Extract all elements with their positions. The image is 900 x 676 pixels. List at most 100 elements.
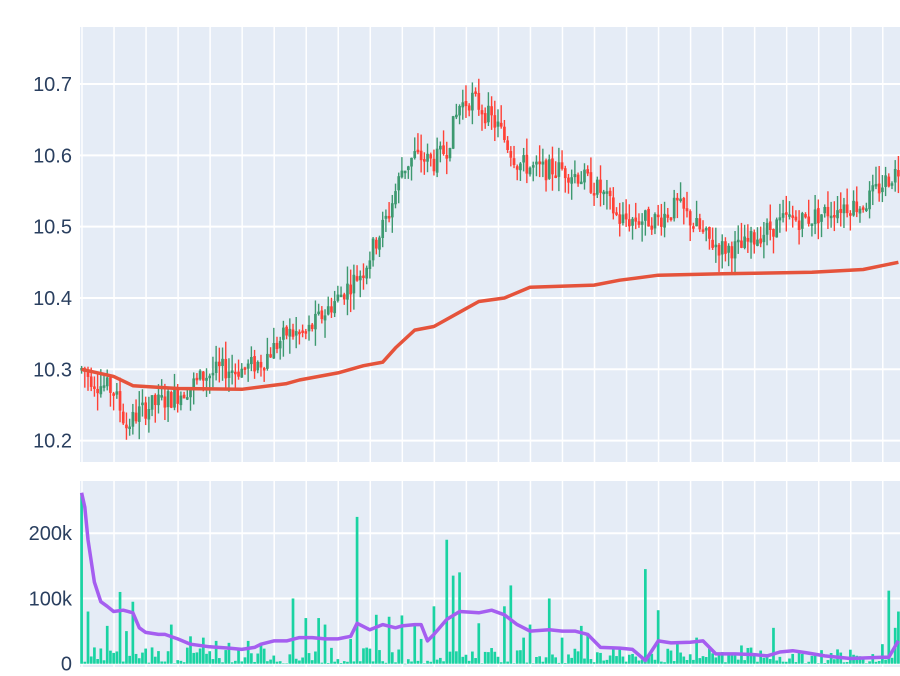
candle-body <box>371 238 375 261</box>
candle-body <box>166 391 170 408</box>
volume-bar <box>310 660 314 664</box>
candle-body <box>576 174 580 184</box>
candle-body <box>362 275 365 279</box>
candle-body <box>477 92 481 110</box>
volume-bar <box>816 663 820 664</box>
volume-bar <box>560 637 564 664</box>
volume-bar <box>169 624 173 664</box>
candle-body <box>595 179 599 195</box>
volume-bar <box>567 654 570 664</box>
volume-bar <box>743 660 746 664</box>
candle-body <box>192 378 196 388</box>
candle-body <box>756 239 759 246</box>
candle-body <box>387 215 391 219</box>
volume-bar <box>525 662 529 664</box>
volume-bar <box>672 661 676 664</box>
candle-body <box>394 191 397 205</box>
volume-bar <box>461 656 465 664</box>
candle-body <box>381 219 385 239</box>
candle-body <box>868 190 871 210</box>
volume-bar <box>496 656 500 664</box>
volume-bar <box>477 623 481 664</box>
candle-body <box>730 246 734 259</box>
candle-body <box>208 375 212 379</box>
volume-bar <box>631 653 634 664</box>
volume-bar <box>230 662 234 664</box>
candle-body <box>93 386 96 389</box>
candle-body <box>778 217 782 221</box>
candle-body <box>458 105 461 116</box>
candle-body <box>333 301 336 314</box>
candle-body <box>141 402 144 406</box>
volume-bar <box>320 662 324 664</box>
volume-bar <box>112 652 115 664</box>
candle-body <box>384 215 388 219</box>
volume-bar <box>96 659 99 664</box>
volume-bar <box>390 652 394 664</box>
candle-body <box>861 207 865 210</box>
volume-bar <box>240 661 244 664</box>
candle-body <box>105 377 109 387</box>
volume-bar <box>656 610 660 664</box>
candle-body <box>205 377 208 381</box>
volume-bar <box>93 647 96 664</box>
candle-body <box>512 158 516 166</box>
volume-bar <box>611 647 615 664</box>
candle-body <box>346 283 349 300</box>
candle-body <box>522 155 525 163</box>
volume-bar <box>784 661 788 664</box>
candle-body <box>461 102 465 108</box>
candle-body <box>826 206 830 217</box>
candle-body <box>503 126 506 140</box>
candle-body <box>855 201 859 213</box>
volume-bar <box>250 653 253 664</box>
candle-body <box>653 214 657 229</box>
volume-bar <box>400 615 404 664</box>
volume-bar <box>711 653 714 664</box>
volume-bar <box>349 638 353 664</box>
candle-body <box>115 391 119 395</box>
volume-bar <box>416 660 420 664</box>
volume-bar <box>874 661 878 664</box>
volume-bar <box>137 658 141 664</box>
candle-body <box>422 159 426 162</box>
candle-body <box>733 241 737 259</box>
candle-body <box>823 206 827 214</box>
volume-bar <box>336 659 340 664</box>
candle-body <box>189 387 192 398</box>
volume-bar <box>394 662 397 664</box>
candle-body <box>416 149 420 153</box>
candle-body <box>627 219 631 227</box>
candle-body <box>195 377 199 381</box>
volume-bar <box>531 663 535 664</box>
price-panel: 10.2 10.3 10.4 10.5 10.6 10.7 <box>33 27 900 462</box>
volume-bar <box>794 662 798 664</box>
volume-bar <box>217 658 221 664</box>
candle-body <box>269 354 272 358</box>
volume-bar <box>762 657 766 664</box>
candle-body <box>807 216 811 224</box>
candle-body <box>727 245 730 253</box>
volume-bar <box>397 649 401 664</box>
candle-body <box>650 225 654 230</box>
candle-body <box>602 191 606 195</box>
candle-body <box>368 260 372 270</box>
candle-body <box>839 208 843 213</box>
candle-body <box>490 106 493 116</box>
candle-body <box>246 363 250 369</box>
candle-body <box>535 161 538 165</box>
volume-bar <box>474 658 477 664</box>
volume-bar <box>538 656 541 664</box>
candle-body <box>339 294 343 298</box>
volume-bar <box>579 625 583 664</box>
volume-bar <box>141 652 144 664</box>
candle-body <box>794 216 798 221</box>
candle-body <box>554 175 558 179</box>
volume-bar <box>342 661 346 664</box>
candle-body <box>781 213 785 218</box>
volume-bar <box>166 651 170 664</box>
candle-body <box>285 326 288 336</box>
candle-body <box>157 394 160 406</box>
candle-body <box>336 294 340 301</box>
candle-body <box>589 172 593 193</box>
